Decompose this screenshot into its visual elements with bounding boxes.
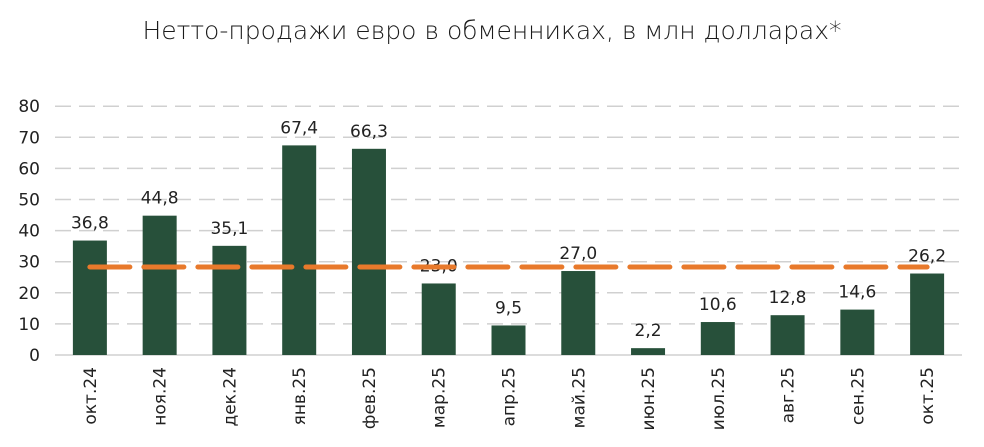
x-tick-label: окт.25	[918, 367, 938, 425]
bar	[421, 283, 456, 355]
x-tick-label: июл.25	[709, 367, 729, 430]
bar	[631, 348, 666, 355]
x-tick-label: янв.25	[290, 367, 310, 425]
y-tick-label: 50	[18, 191, 40, 211]
data-label: 66,3	[350, 122, 388, 142]
x-tick-label: июн.25	[639, 367, 659, 431]
bar	[561, 271, 596, 355]
data-label: 26,2	[908, 247, 946, 267]
bar	[142, 215, 177, 355]
data-label: 35,1	[210, 219, 248, 239]
x-tick-label: дек.24	[220, 367, 240, 427]
bar	[72, 240, 107, 355]
data-label: 36,8	[71, 214, 109, 234]
y-tick-label: 60	[18, 159, 40, 179]
x-tick-label: май.25	[569, 367, 589, 428]
bar	[700, 322, 735, 355]
x-tick-label: ноя.24	[151, 367, 171, 426]
y-tick-label: 20	[18, 284, 40, 304]
y-tick-label: 80	[18, 97, 40, 117]
bar	[770, 315, 805, 355]
y-tick-label: 70	[18, 128, 40, 148]
data-label: 2,2	[635, 321, 662, 341]
data-label: 12,8	[769, 288, 807, 308]
y-tick-label: 30	[18, 253, 40, 273]
data-label: 67,4	[280, 118, 318, 138]
bar	[212, 245, 247, 355]
y-tick-label: 0	[29, 346, 40, 366]
bar	[491, 325, 526, 355]
bar	[910, 273, 945, 355]
x-tick-label: авг.25	[779, 367, 799, 423]
data-label: 44,8	[141, 189, 179, 209]
data-label: 14,6	[838, 283, 876, 303]
bar	[282, 145, 317, 355]
x-tick-label: апр.25	[500, 367, 520, 426]
y-tick-label: 10	[18, 315, 40, 335]
chart-title: Нетто-продажи евро в обменниках, в млн д…	[142, 16, 842, 45]
y-tick-label: 40	[18, 222, 40, 242]
data-label: 9,5	[495, 298, 522, 318]
x-tick-label: сен.25	[848, 367, 868, 425]
bar	[840, 309, 875, 355]
data-label: 27,0	[559, 244, 597, 264]
x-tick-label: мар.25	[430, 367, 450, 428]
x-tick-label: фев.25	[360, 367, 380, 429]
data-label: 10,6	[699, 295, 737, 315]
bar	[351, 148, 386, 355]
x-tick-label: окт.24	[81, 367, 101, 425]
